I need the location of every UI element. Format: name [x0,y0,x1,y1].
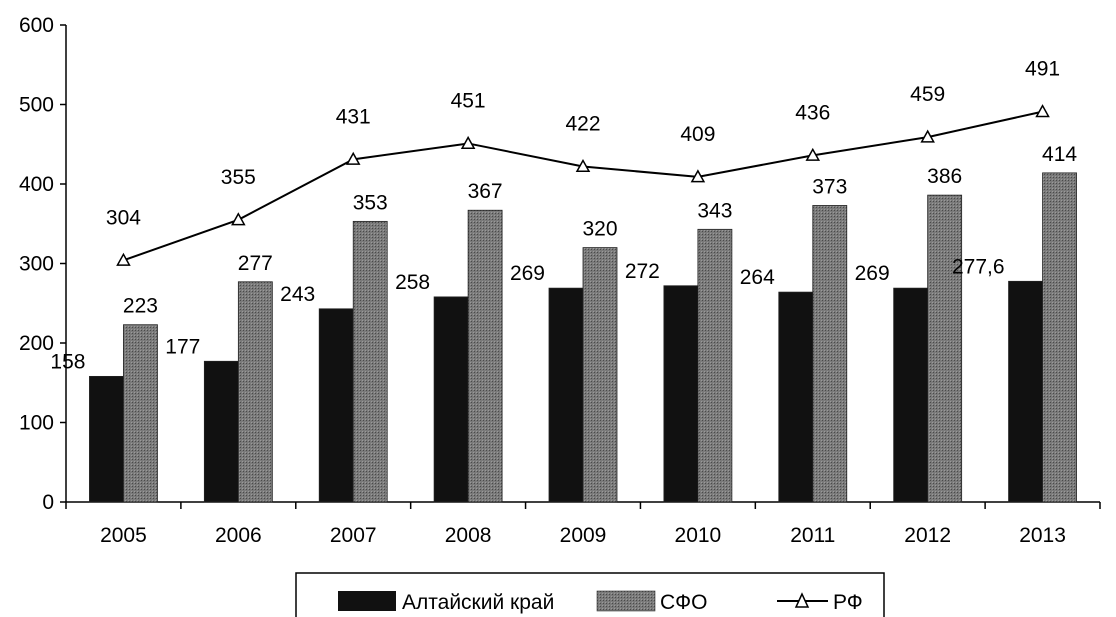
y-tick-label: 300 [19,253,54,276]
bar-sfo [697,228,733,503]
data-label-rf: 459 [910,83,945,106]
legend: Алтайский край СФО РФ [295,572,885,617]
data-label-sfo: 373 [812,175,847,198]
legend-swatch-sfo [596,590,656,612]
x-tick-label: 2007 [330,524,377,547]
legend-label-rf: РФ [833,591,863,614]
data-label-rf: 355 [221,166,256,189]
bar-altai [548,287,584,503]
data-label-rf: 431 [336,105,371,128]
bar-sfo [467,209,503,503]
data-label-sfo: 367 [468,180,503,203]
bar-altai [318,308,354,503]
data-label-rf: 451 [451,89,486,112]
bar-sfo [123,324,158,503]
data-label-altai: 264 [740,266,775,289]
bar-altai [778,291,814,503]
data-label-sfo: 223 [123,295,158,318]
x-tick-label: 2013 [1019,524,1066,547]
bar-altai [203,360,239,503]
x-tick-label: 2005 [100,524,147,547]
bar-sfo [582,247,618,503]
marker-rf [460,135,476,150]
marker-rf [920,129,935,143]
data-label-altai: 272 [625,260,660,283]
marker-rf [805,147,821,161]
data-label-rf: 491 [1025,58,1060,81]
x-tick-label: 2011 [790,524,835,547]
data-label-altai: 269 [855,262,890,285]
data-label-altai: 269 [510,262,545,285]
data-label-rf: 409 [680,123,715,146]
marker-rf [690,169,706,183]
y-tick-label: 600 [19,14,54,37]
data-label-rf: 436 [795,101,830,124]
x-tick-label: 2009 [560,524,607,547]
data-label-altai: 243 [280,283,315,306]
marker-rf [116,252,131,266]
bar-altai [89,375,124,503]
legend-swatch-altai [338,591,396,611]
marker-rf [1035,104,1050,118]
bar-altai [1008,280,1043,503]
data-label-altai: 258 [395,271,430,294]
data-label-altai: 277,6 [952,255,1005,278]
y-tick-label: 400 [19,173,54,196]
data-label-sfo: 386 [927,165,962,188]
x-tick-label: 2010 [675,524,722,547]
y-tick-label: 100 [19,412,54,435]
bar-sfo [237,281,273,503]
bar-sfo [1042,172,1077,503]
bar-sfo [812,205,848,503]
x-tick-label: 2012 [904,524,951,547]
x-tick-label: 2008 [445,524,492,547]
marker-rf [345,151,361,165]
data-label-rf: 422 [565,113,600,136]
legend-label-altai: Алтайский край [402,591,554,614]
data-label-sfo: 343 [697,199,732,222]
data-label-sfo: 320 [582,218,617,241]
data-label-altai: 158 [50,350,85,373]
plot-area: 0 100 200 300 400 500 600 2005 2006 2007 2008 2009 2… [19,14,1101,547]
marker-rf [231,212,246,226]
bar-sfo [927,194,963,503]
data-label-altai: 177 [165,335,200,358]
x-tick-label: 2006 [215,524,262,547]
data-label-rf: 304 [106,206,141,229]
bar-sfo [352,220,388,503]
data-label-sfo: 277 [238,252,273,275]
y-tick-label: 0 [42,491,54,514]
data-label-sfo: 353 [353,191,388,214]
legend-marker-rf [794,592,810,608]
legend-label-sfo: СФО [660,591,707,614]
bar-altai [433,296,469,503]
y-tick-label: 200 [19,332,54,355]
marker-rf [575,158,591,173]
data-label-sfo: 414 [1042,143,1077,166]
bar-altai [893,287,929,503]
y-tick-label: 500 [19,94,54,117]
bar-altai [663,285,699,503]
